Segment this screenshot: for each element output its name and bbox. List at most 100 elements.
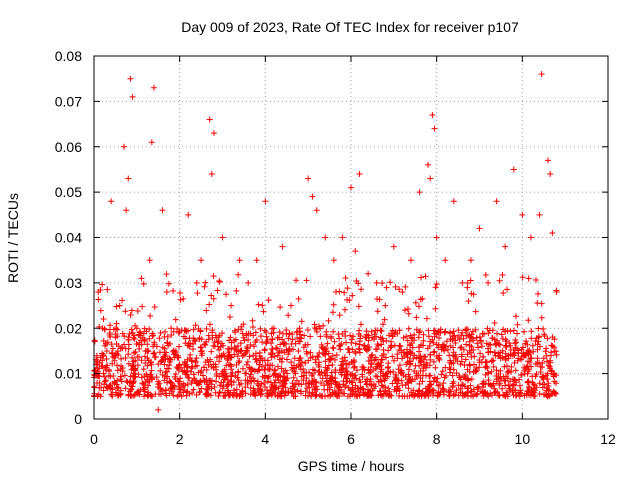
data-point (183, 363, 190, 370)
data-point (444, 346, 451, 353)
y-axis-label: ROTI / TECUs (5, 193, 21, 283)
data-point (262, 198, 269, 205)
data-point (411, 352, 418, 359)
data-point (499, 335, 506, 342)
data-point (262, 383, 269, 390)
data-point (162, 328, 169, 335)
data-point (435, 344, 442, 351)
data-point (198, 344, 205, 351)
data-point (267, 387, 274, 394)
data-point (393, 371, 399, 378)
data-point (276, 334, 283, 341)
data-point (179, 368, 186, 375)
data-point (457, 361, 464, 368)
data-point (527, 234, 534, 241)
data-point (231, 351, 238, 358)
data-point (476, 225, 483, 232)
data-point (94, 380, 101, 387)
data-point (254, 378, 261, 385)
data-point (528, 355, 535, 362)
data-point (306, 379, 313, 386)
data-point (384, 373, 391, 380)
data-point (406, 341, 413, 348)
data-point (163, 288, 170, 295)
data-point (364, 393, 371, 400)
data-point (170, 328, 177, 335)
data-point (425, 393, 432, 400)
data-point (256, 367, 263, 374)
data-point (125, 336, 132, 343)
data-point (431, 125, 438, 132)
data-point (148, 392, 155, 399)
data-point (269, 325, 276, 332)
data-point (125, 345, 132, 352)
data-point (538, 314, 545, 321)
data-point (487, 341, 494, 348)
data-point (114, 362, 121, 369)
data-point (244, 345, 251, 352)
data-point (456, 372, 463, 379)
data-point (514, 330, 521, 337)
data-point (320, 351, 327, 358)
data-point (318, 393, 325, 400)
data-point (530, 385, 537, 392)
data-point (309, 370, 316, 377)
data-point (338, 369, 345, 376)
data-point (328, 355, 335, 362)
data-point (210, 364, 217, 371)
data-point (336, 335, 343, 342)
data-point (464, 351, 471, 358)
data-point (261, 366, 268, 373)
data-point (245, 279, 252, 286)
data-point (383, 391, 390, 398)
data-point (97, 307, 104, 314)
data-point (260, 308, 267, 315)
data-point (405, 366, 412, 373)
data-point (239, 365, 246, 372)
data-point (462, 356, 469, 363)
data-point (519, 274, 526, 281)
data-point (114, 367, 121, 374)
data-point (145, 347, 152, 354)
data-point (288, 302, 295, 309)
data-point (146, 257, 153, 264)
data-point (467, 392, 474, 399)
data-point (269, 336, 276, 343)
data-point (523, 338, 530, 345)
data-point (512, 367, 519, 374)
data-point (314, 353, 321, 360)
data-point (285, 351, 292, 358)
data-point (419, 295, 426, 302)
data-point (462, 327, 469, 334)
data-point (93, 352, 100, 359)
data-point (330, 257, 337, 264)
data-point (170, 392, 177, 399)
data-point (139, 334, 146, 341)
data-point (107, 322, 114, 329)
data-point (490, 363, 497, 370)
data-point (383, 284, 390, 291)
data-point (259, 373, 266, 380)
data-point (442, 328, 449, 335)
data-point (356, 349, 363, 356)
data-point (468, 331, 475, 338)
y-tick-label: 0.08 (55, 48, 82, 64)
data-point (203, 307, 210, 314)
data-point (259, 339, 266, 346)
data-point (511, 359, 518, 366)
data-point (100, 337, 107, 344)
data-point (455, 327, 462, 334)
data-point (91, 368, 98, 375)
data-point (470, 386, 477, 393)
data-point (208, 292, 215, 299)
data-point (533, 276, 540, 283)
data-point (150, 84, 157, 91)
data-point (177, 386, 184, 393)
data-point (109, 345, 116, 352)
data-point (159, 371, 166, 378)
data-point (518, 353, 525, 360)
data-point (257, 325, 264, 332)
data-point (193, 279, 200, 286)
data-point (420, 367, 427, 374)
data-point (408, 389, 415, 396)
